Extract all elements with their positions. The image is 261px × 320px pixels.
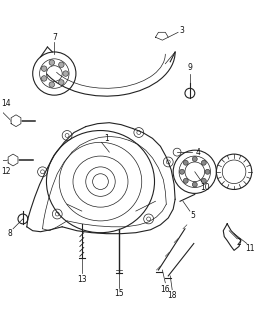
Circle shape — [41, 66, 47, 71]
Circle shape — [59, 62, 64, 68]
Circle shape — [192, 156, 197, 162]
Circle shape — [49, 82, 55, 87]
Circle shape — [183, 178, 188, 183]
Text: 1: 1 — [104, 134, 109, 143]
Circle shape — [201, 178, 206, 183]
Text: 3: 3 — [180, 26, 185, 35]
Text: 10: 10 — [200, 183, 209, 192]
Text: 14: 14 — [1, 99, 11, 108]
Text: 12: 12 — [2, 167, 11, 176]
Text: 11: 11 — [245, 244, 254, 253]
Polygon shape — [8, 154, 18, 166]
Text: 8: 8 — [8, 229, 13, 238]
Circle shape — [180, 169, 185, 174]
Circle shape — [201, 160, 206, 165]
Circle shape — [192, 182, 197, 187]
Circle shape — [183, 160, 188, 165]
Text: 4: 4 — [195, 148, 200, 157]
Text: 2: 2 — [237, 238, 241, 247]
Text: 7: 7 — [52, 33, 57, 42]
Circle shape — [58, 80, 64, 85]
Text: 15: 15 — [114, 289, 124, 298]
Circle shape — [49, 60, 55, 65]
Text: 18: 18 — [168, 291, 177, 300]
Circle shape — [63, 71, 68, 76]
Circle shape — [205, 169, 210, 174]
Text: 16: 16 — [161, 285, 170, 294]
Circle shape — [41, 76, 47, 81]
Text: 5: 5 — [190, 211, 195, 220]
Text: 13: 13 — [77, 275, 87, 284]
Polygon shape — [11, 115, 21, 127]
Text: 9: 9 — [187, 63, 192, 72]
